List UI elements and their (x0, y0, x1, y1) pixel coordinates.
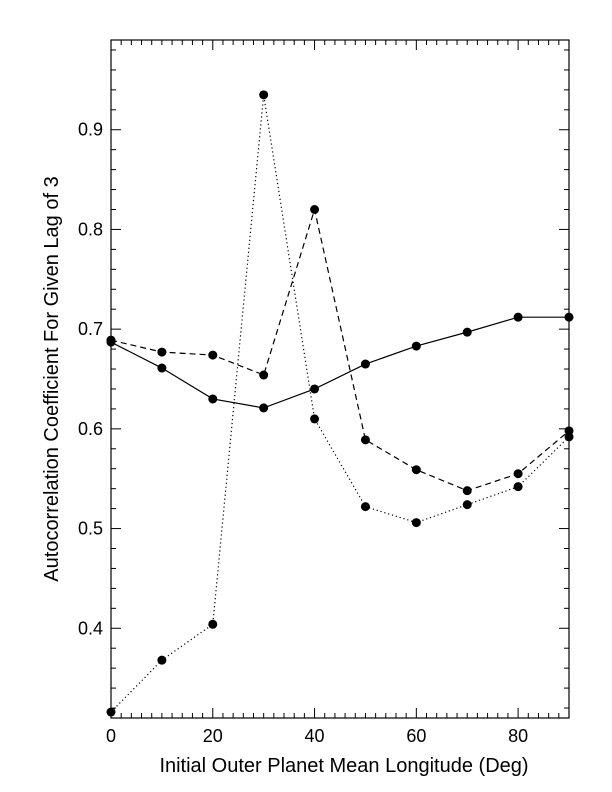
data-point-solid (411, 341, 421, 351)
data-point-dashed (513, 469, 523, 479)
data-point-dashed (157, 347, 167, 357)
data-point-solid (157, 363, 167, 373)
data-point-dashed (106, 335, 116, 345)
data-point-dotted (106, 707, 116, 717)
x-axis-title: Initial Outer Planet Mean Longitude (Deg… (159, 755, 528, 777)
data-point-dotted (462, 500, 472, 510)
data-point-dotted (360, 502, 370, 512)
x-tick-label: 40 (305, 726, 325, 746)
data-point-solid (462, 327, 472, 337)
data-point-dotted (208, 619, 218, 629)
data-point-dashed (360, 435, 370, 445)
data-point-dotted (513, 482, 523, 492)
series-line-solid (110, 316, 569, 409)
series-line-dashed (110, 207, 570, 492)
data-point-solid (360, 359, 370, 369)
series-line-dotted (110, 94, 570, 713)
data-point-dashed (411, 465, 421, 475)
axis-ticks (110, 40, 570, 718)
x-tick-label: 0 (106, 726, 116, 746)
tick-labels: 0 20 40 60 80 0.4 0.5 0.6 0.7 0.8 0.9 (78, 120, 528, 746)
data-point-dotted (310, 414, 320, 424)
series-markers (106, 90, 574, 717)
plot-frame (110, 39, 570, 719)
data-point-dotted (259, 90, 269, 100)
y-tick-label: 0.9 (78, 120, 103, 140)
data-point-solid (564, 312, 574, 322)
data-point-dotted (157, 655, 167, 665)
data-point-dashed (259, 370, 269, 380)
y-tick-label: 0.4 (78, 618, 103, 638)
y-tick-label: 0.8 (78, 219, 103, 239)
y-tick-label: 0.6 (78, 419, 103, 439)
data-point-solid (208, 394, 218, 404)
series-lines (110, 94, 570, 713)
x-tick-label: 20 (203, 726, 223, 746)
data-point-solid (259, 403, 269, 413)
x-tick-label: 80 (508, 726, 528, 746)
data-point-dashed (310, 205, 320, 214)
data-point-dotted (564, 432, 574, 442)
y-axis-title: Autocorrelation Coefficient For Given La… (41, 176, 63, 581)
y-tick-label: 0.5 (78, 519, 103, 539)
y-tick-label: 0.7 (78, 319, 103, 339)
data-point-solid (513, 312, 523, 322)
data-point-dotted (411, 518, 421, 528)
data-point-dashed (208, 350, 218, 360)
x-tick-label: 60 (406, 726, 426, 746)
data-point-solid (310, 384, 320, 394)
data-point-dashed (462, 486, 472, 496)
